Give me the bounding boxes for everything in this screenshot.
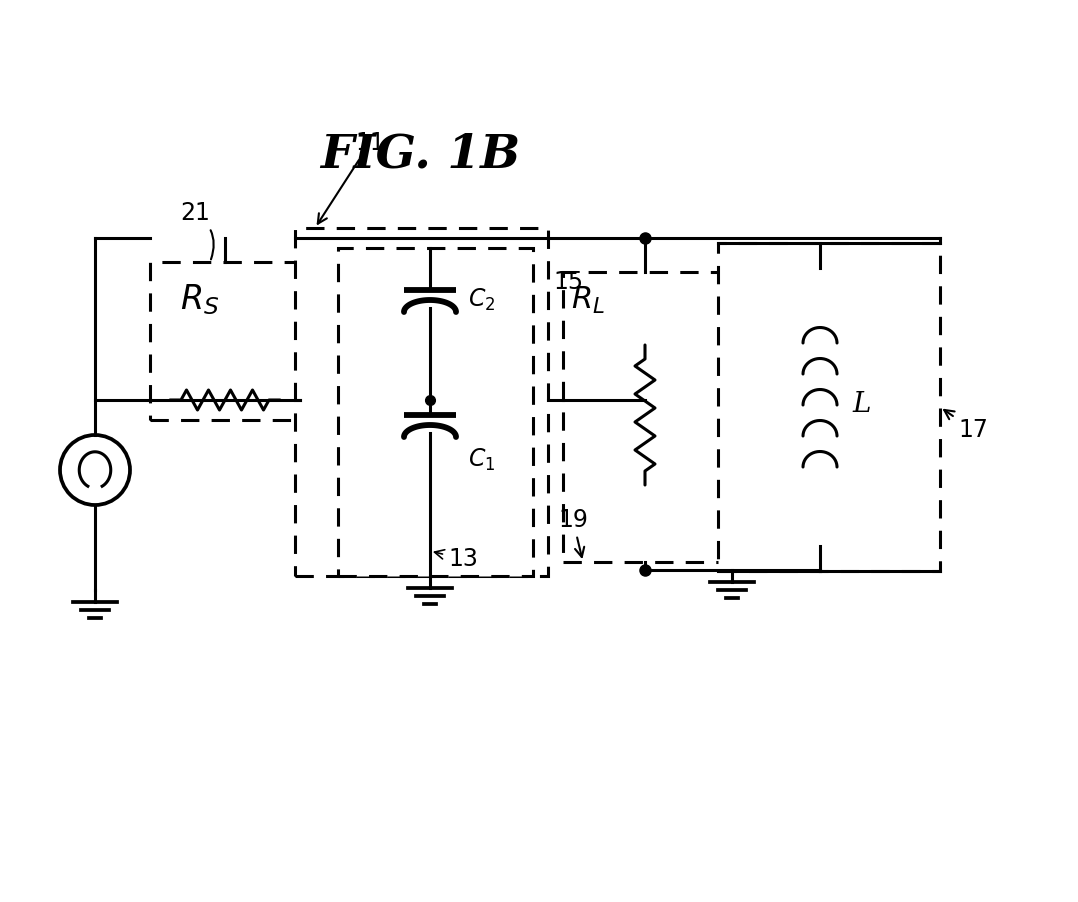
Bar xyxy=(338,248,533,576)
Text: $R_L$: $R_L$ xyxy=(571,284,605,316)
Text: 11: 11 xyxy=(318,131,385,224)
Text: 15: 15 xyxy=(553,270,583,294)
Bar xyxy=(563,272,730,562)
Text: L: L xyxy=(852,391,870,419)
Bar xyxy=(718,243,940,571)
Text: 13: 13 xyxy=(434,547,478,571)
Text: 17: 17 xyxy=(944,410,987,442)
Text: $C_2$: $C_2$ xyxy=(468,287,496,313)
Text: 21: 21 xyxy=(180,201,213,260)
Text: 19: 19 xyxy=(558,508,588,557)
Bar xyxy=(150,262,300,420)
Text: $C_1$: $C_1$ xyxy=(468,446,496,474)
Bar xyxy=(295,228,548,576)
Text: $R_S$: $R_S$ xyxy=(180,282,220,318)
Text: FIG. 1B: FIG. 1B xyxy=(320,132,520,178)
